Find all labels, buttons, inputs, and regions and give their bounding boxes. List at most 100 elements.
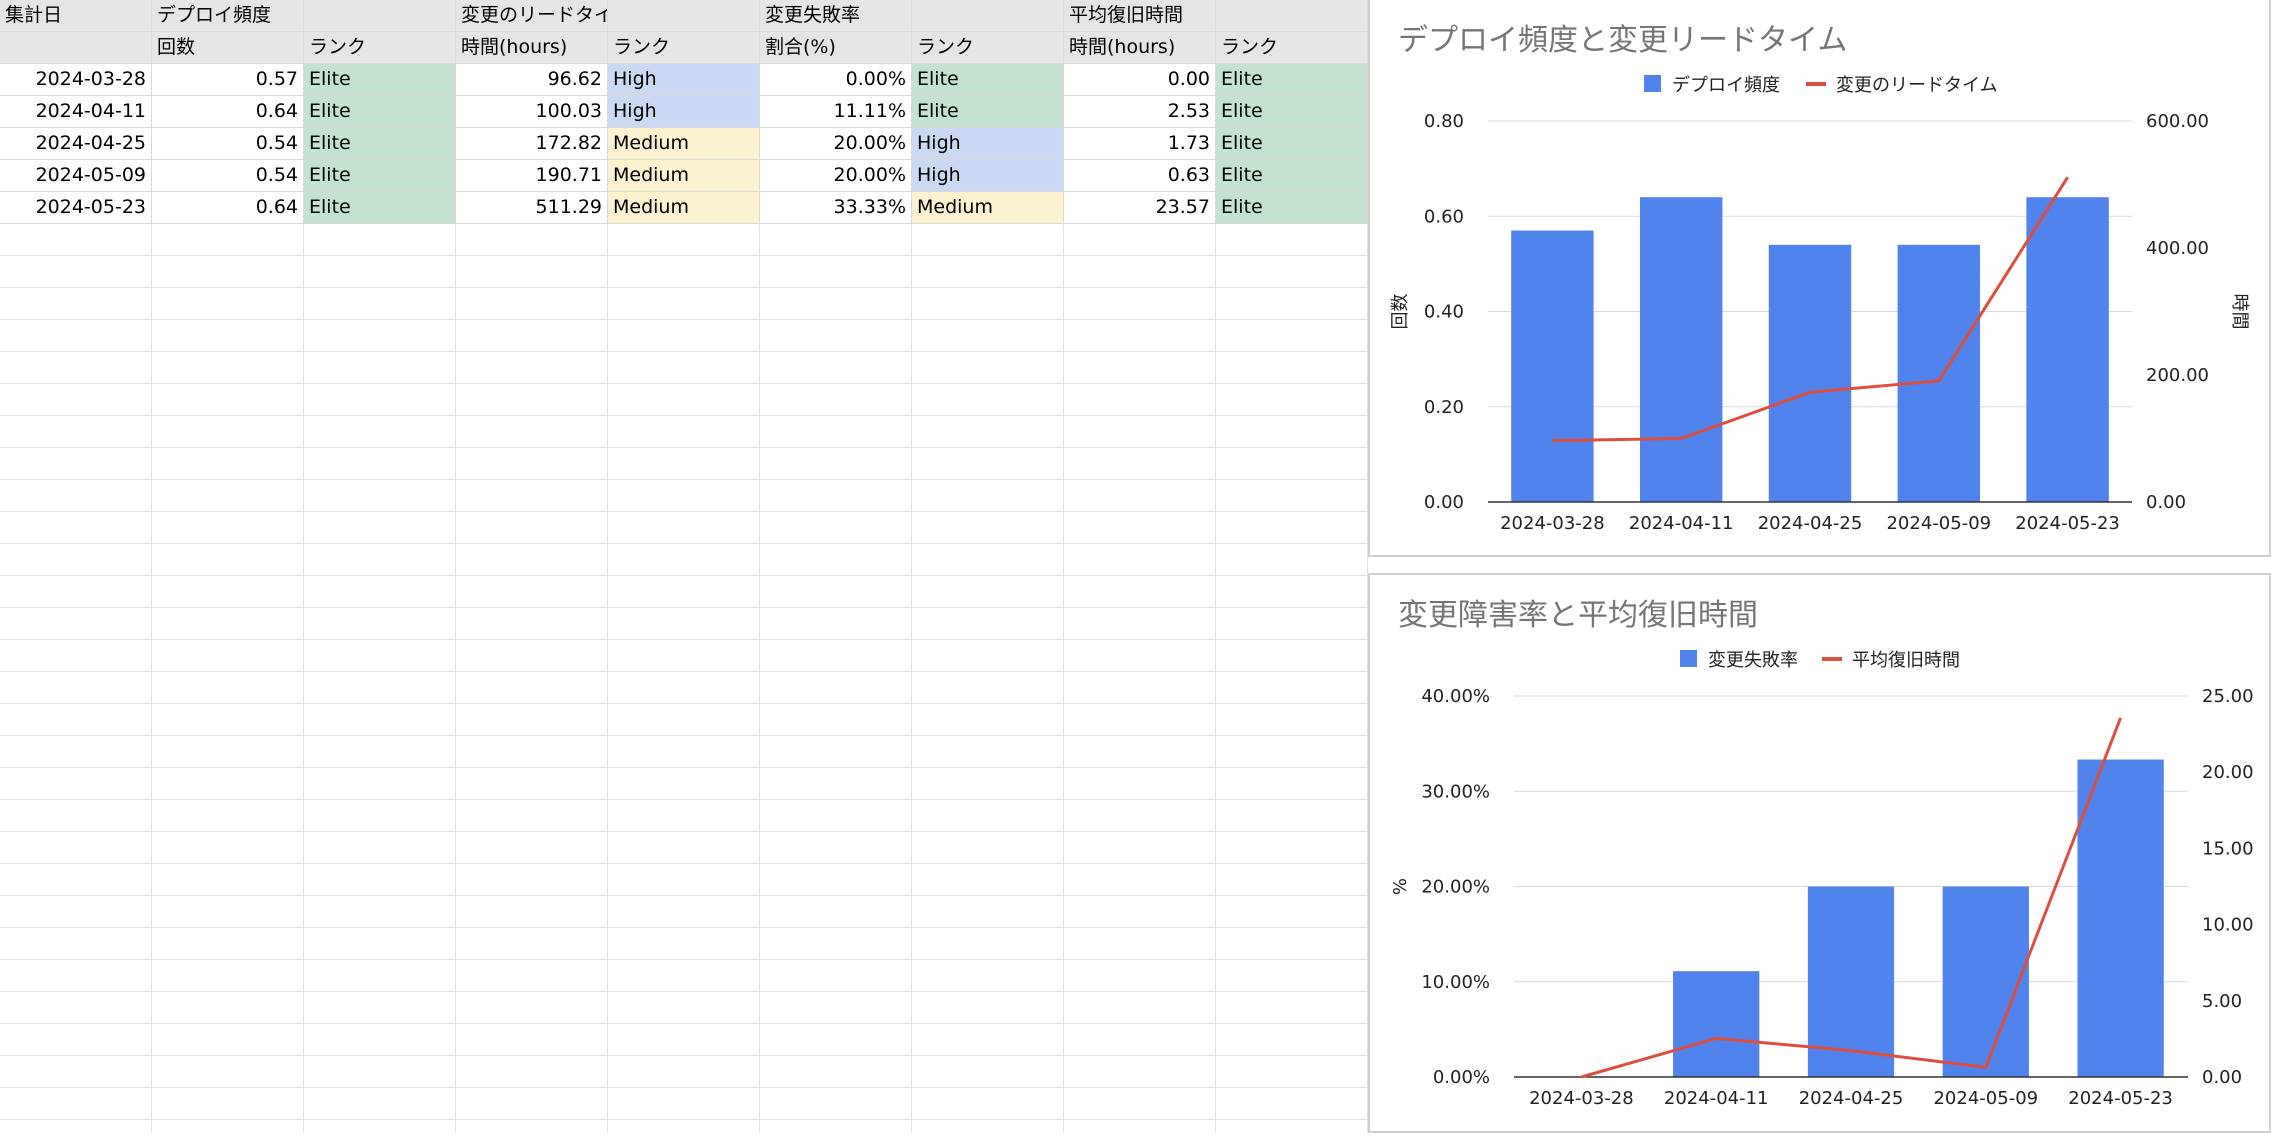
chart-title: デプロイ頻度と変更リードタイム [1398, 23, 1847, 58]
x-tick-label: 2024-05-09 [1886, 513, 1991, 534]
y-right-tick-label: 0.00 [2146, 492, 2186, 513]
y-right-tick-label: 5.00 [2202, 991, 2242, 1012]
table-cell[interactable]: 2024-05-23 [0, 192, 152, 224]
table-cell[interactable]: 511.29 [456, 192, 608, 224]
table-cell[interactable]: 0.00 [1064, 64, 1216, 96]
subheader-cell[interactable]: 割合(%) [760, 32, 912, 64]
table-cell[interactable]: 2.53 [1064, 96, 1216, 128]
y-right-axis-title: 時間 [2229, 294, 2250, 330]
table-cell[interactable]: Elite [1216, 192, 1368, 224]
table-cell[interactable]: 20.00% [760, 128, 912, 160]
table-cell[interactable]: High [608, 96, 760, 128]
table-cell[interactable]: High [912, 128, 1064, 160]
table-cell[interactable]: Medium [608, 128, 760, 160]
bar [1640, 197, 1722, 502]
table-cell[interactable]: Elite [912, 64, 1064, 96]
y-left-axis-title: % [1390, 878, 1411, 895]
x-tick-label: 2024-05-09 [1933, 1088, 2038, 1109]
y-left-axis-title: 回数 [1390, 294, 1411, 330]
table-cell[interactable]: High [608, 64, 760, 96]
x-tick-label: 2024-04-25 [1758, 513, 1863, 534]
table-cell[interactable]: 0.54 [152, 128, 304, 160]
bar [2026, 197, 2108, 502]
header-cell[interactable] [1216, 0, 1368, 32]
legend-line-label: 平均復旧時間 [1852, 650, 1960, 671]
table-cell[interactable]: Medium [912, 192, 1064, 224]
table-cell[interactable]: Elite [912, 96, 1064, 128]
header-cell[interactable]: 変更のリードタイム [456, 0, 608, 32]
legend-bar-swatch [1680, 650, 1697, 667]
table-cell[interactable]: 0.57 [152, 64, 304, 96]
table-cell[interactable]: High [912, 160, 1064, 192]
legend-line-swatch [1822, 657, 1842, 661]
table-cell[interactable]: 2024-03-28 [0, 64, 152, 96]
y-left-tick-label: 0.40 [1424, 302, 1464, 323]
bar [1898, 245, 1980, 502]
table-cell[interactable]: 2024-05-09 [0, 160, 152, 192]
table-cell[interactable]: 23.57 [1064, 192, 1216, 224]
subheader-cell[interactable]: ランク [1216, 32, 1368, 64]
table-cell[interactable]: Elite [1216, 160, 1368, 192]
table-cell[interactable]: Elite [1216, 128, 1368, 160]
table-cell[interactable]: Elite [1216, 96, 1368, 128]
legend-bar-label: 変更失敗率 [1708, 650, 1798, 671]
table-cell[interactable]: 0.63 [1064, 160, 1216, 192]
table-cell[interactable]: Elite [1216, 64, 1368, 96]
table-cell[interactable]: 0.64 [152, 96, 304, 128]
header-cell[interactable]: 平均復旧時間 [1064, 0, 1216, 32]
spreadsheet-grid[interactable]: 集計日デプロイ頻度変更のリードタイム変更失敗率平均復旧時間回数ランク時間(hou… [0, 0, 1368, 1133]
header-cell[interactable] [304, 0, 456, 32]
table-cell[interactable]: 11.11% [760, 96, 912, 128]
legend-bar-swatch [1644, 75, 1661, 92]
table-cell[interactable]: Medium [608, 160, 760, 192]
y-left-tick-label: 10.00% [1421, 972, 1490, 993]
table-cell[interactable]: 1.73 [1064, 128, 1216, 160]
subheader-cell[interactable]: 時間(hours) [1064, 32, 1216, 64]
header-cell[interactable]: デプロイ頻度 [152, 0, 304, 32]
y-left-tick-label: 0.20 [1424, 397, 1464, 418]
table-cell[interactable]: Elite [304, 64, 456, 96]
table-cell[interactable]: Medium [608, 192, 760, 224]
legend-line-label: 変更のリードタイム [1836, 75, 1998, 96]
y-right-tick-label: 200.00 [2146, 365, 2209, 386]
bar [1943, 887, 2029, 1078]
bar [2077, 760, 2163, 1077]
table-cell[interactable]: 2024-04-25 [0, 128, 152, 160]
table-cell[interactable]: 0.54 [152, 160, 304, 192]
header-cell[interactable]: 変更失敗率 [760, 0, 912, 32]
y-left-tick-label: 0.80 [1424, 111, 1464, 132]
x-tick-label: 2024-05-23 [2015, 513, 2120, 534]
table-cell[interactable]: 2024-04-11 [0, 96, 152, 128]
table-cell[interactable]: 20.00% [760, 160, 912, 192]
y-right-tick-label: 20.00 [2202, 762, 2254, 783]
y-left-tick-label: 0.60 [1424, 206, 1464, 227]
legend-bar-label: デプロイ頻度 [1672, 75, 1780, 96]
table-cell[interactable]: Elite [304, 160, 456, 192]
bar [1769, 245, 1851, 502]
subheader-cell[interactable]: ランク [608, 32, 760, 64]
subheader-cell[interactable] [0, 32, 152, 64]
subheader-cell[interactable]: ランク [912, 32, 1064, 64]
header-cell[interactable] [608, 0, 760, 32]
header-cell[interactable] [912, 0, 1064, 32]
table-cell[interactable]: 190.71 [456, 160, 608, 192]
subheader-cell[interactable]: 時間(hours) [456, 32, 608, 64]
y-right-tick-label: 15.00 [2202, 838, 2254, 859]
table-cell[interactable]: Elite [304, 192, 456, 224]
table-cell[interactable]: 96.62 [456, 64, 608, 96]
table-cell[interactable]: Elite [304, 96, 456, 128]
y-right-tick-label: 10.00 [2202, 915, 2254, 936]
table-cell[interactable]: 100.03 [456, 96, 608, 128]
header-cell[interactable]: 集計日 [0, 0, 152, 32]
y-left-tick-label: 20.00% [1421, 877, 1490, 898]
x-tick-label: 2024-04-11 [1664, 1088, 1769, 1109]
table-cell[interactable]: 0.00% [760, 64, 912, 96]
subheader-cell[interactable]: 回数 [152, 32, 304, 64]
table-cell[interactable]: 33.33% [760, 192, 912, 224]
subheader-cell[interactable]: ランク [304, 32, 456, 64]
table-cell[interactable]: 0.64 [152, 192, 304, 224]
table-cell[interactable]: Elite [304, 128, 456, 160]
table-cell[interactable]: 172.82 [456, 128, 608, 160]
chart-deploy-frequency-lead-time[interactable]: デプロイ頻度と変更リードタイムデプロイ頻度 変更のリードタイム 0.00 0.20 0.… [1368, 0, 2271, 557]
